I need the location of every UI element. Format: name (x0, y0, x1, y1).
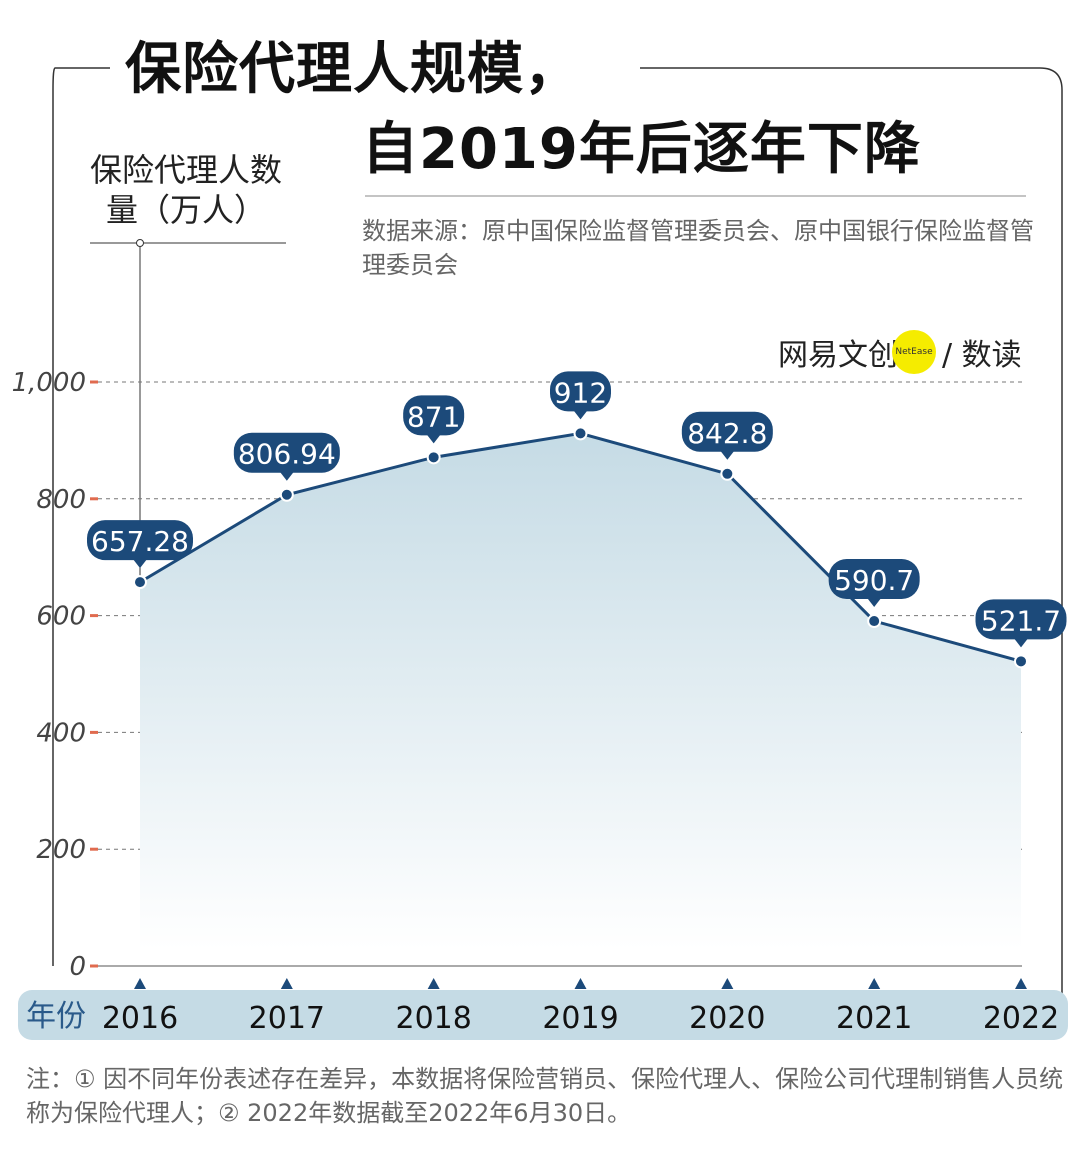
data-label: 912 (554, 376, 607, 409)
data-point (1014, 654, 1028, 669)
y-tick-label: 1,000 (12, 368, 86, 398)
x-tick-label: 2021 (836, 1001, 912, 1036)
x-tick-label: 2018 (395, 1001, 471, 1036)
title-line-2: 自2019年后逐年下降 (362, 117, 921, 182)
logo-brand: 网易文创 (778, 338, 898, 373)
x-tick-label: 2019 (542, 1001, 618, 1036)
x-tick-label: 2016 (102, 1001, 178, 1036)
data-label-bubble (87, 520, 193, 561)
data-label-pointer (720, 450, 735, 460)
data-label: 842.8 (687, 417, 767, 450)
data-label-bubble (828, 559, 920, 600)
logo-badge: NetEase (892, 330, 936, 374)
frame-left (52, 67, 110, 966)
area-fill (140, 433, 1021, 951)
data-point (720, 466, 735, 481)
logo: 网易文创 NetEase / 数读 (778, 330, 1022, 374)
data-point (426, 450, 441, 465)
y-tick-label: 800 (36, 485, 86, 515)
data-label: 590.7 (834, 564, 914, 597)
data-point (573, 426, 588, 441)
frame-right (640, 67, 1063, 1000)
data-label-bubble (975, 599, 1067, 640)
x-tick-label: 2017 (249, 1001, 325, 1036)
data-label-pointer (1014, 638, 1028, 648)
x-axis-label: 年份 (26, 999, 86, 1034)
logo-section: / 数读 (942, 338, 1022, 373)
data-label-bubble (550, 371, 611, 412)
data-point (867, 614, 882, 629)
x-tick-marker (280, 978, 293, 989)
x-tick-marker (1015, 978, 1027, 989)
data-label: 871 (407, 400, 460, 433)
y-tick-label: 200 (36, 835, 86, 865)
y-tick-label: 0 (69, 952, 86, 982)
data-point (133, 575, 147, 590)
data-label-pointer (133, 559, 147, 569)
data-label-pointer (573, 410, 588, 420)
data-label-bubble (681, 411, 773, 452)
data-label-bubble (403, 395, 465, 436)
data-label: 657.28 (91, 525, 189, 558)
x-tick-marker (427, 978, 440, 989)
data-label-pointer (279, 471, 294, 481)
y-tick-label: 600 (36, 602, 86, 632)
title-line-1: 保险代理人规模， (125, 37, 581, 102)
y-axis-label: 保险代理人数量（万人） (89, 151, 282, 229)
data-label-pointer (426, 434, 441, 444)
x-tick-marker (574, 978, 587, 989)
source-text: 数据来源：原中国保险监督管理委员会、原中国银行保险监督管理委员会 (362, 217, 1034, 279)
data-label-bubble (233, 432, 340, 473)
x-tick-marker (721, 978, 734, 989)
x-tick-label: 2020 (689, 1001, 765, 1036)
data-label: 806.94 (238, 438, 336, 471)
x-axis-band (18, 990, 1068, 1040)
data-point (279, 487, 294, 502)
x-tick-label: 2022 (983, 1001, 1059, 1036)
y-tick-label: 400 (36, 718, 86, 748)
data-label-pointer (867, 598, 882, 608)
x-tick-marker (134, 978, 146, 989)
data-label: 521.7 (981, 604, 1061, 637)
x-tick-marker (868, 978, 881, 989)
ylabel-leader-dot (136, 239, 144, 247)
footnote: 注：① 因不同年份表述存在差异，本数据将保险营销员、保险代理人、保险公司代理制销… (26, 1065, 1064, 1127)
